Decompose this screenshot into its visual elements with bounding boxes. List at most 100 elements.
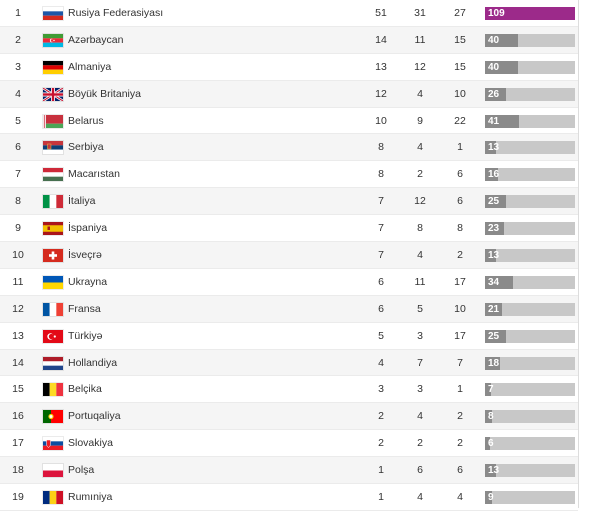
silver-count: 4 <box>417 410 423 423</box>
gold-count: 14 <box>375 33 387 46</box>
gold-count: 2 <box>378 410 384 423</box>
italy-flag-icon <box>43 195 63 209</box>
total-count: 21 <box>488 303 500 315</box>
country-name[interactable]: Belarus <box>68 114 104 127</box>
total-count: 109 <box>488 8 505 19</box>
total-bar-fill <box>485 356 500 370</box>
country-name[interactable]: Belçika <box>68 383 102 396</box>
country-name[interactable]: Rusiya Federasiyası <box>68 7 164 19</box>
bronze-count: 2 <box>457 249 463 262</box>
country-name[interactable]: İsveçrə <box>68 249 102 262</box>
total-bar-fill <box>485 168 499 182</box>
total-bar-track: 8 <box>485 410 575 424</box>
total-bar-track: 13 <box>485 464 575 478</box>
total-bar-fill <box>485 302 503 316</box>
silver-count: 11 <box>414 33 426 46</box>
azerbaijan-flag-icon <box>43 33 63 47</box>
bronze-count: 2 <box>457 437 463 450</box>
country-name[interactable]: Fransa <box>68 302 101 315</box>
bronze-count: 17 <box>454 275 466 288</box>
bronze-count: 27 <box>454 7 466 19</box>
rank-cell: 6 <box>15 141 21 154</box>
country-name[interactable]: Polşa <box>68 464 95 477</box>
country-name[interactable]: İtaliya <box>68 195 96 208</box>
table-row: 3 Almaniya 13 12 15 40 <box>0 54 578 81</box>
rank-cell: 2 <box>15 33 21 46</box>
table-row: 15 Belçika 3 3 1 7 <box>0 376 578 404</box>
country-name[interactable]: Türkiyə <box>68 329 103 342</box>
silver-count: 4 <box>417 87 423 100</box>
spain-flag-icon <box>43 222 63 236</box>
ukraine-flag-icon <box>43 275 63 289</box>
table-row: 1 Rusiya Federasiyası 51 31 27 109 <box>0 0 578 27</box>
gold-count: 8 <box>378 141 384 154</box>
total-bar-fill <box>485 491 493 505</box>
gold-count: 7 <box>378 195 384 208</box>
table-row: 11 Ukrayna 6 11 17 34 <box>0 269 578 296</box>
table-row: 2 Azərbaycan 14 11 15 40 <box>0 26 578 54</box>
table-row: 13 Türkiyə 5 3 17 25 <box>0 323 578 350</box>
country-name[interactable]: Ukrayna <box>68 275 108 288</box>
total-bar-fill <box>485 249 496 263</box>
silver-count: 6 <box>417 464 423 477</box>
bronze-count: 17 <box>454 329 466 342</box>
silver-count: 7 <box>417 356 423 369</box>
rank-cell: 18 <box>12 464 24 477</box>
total-count: 7 <box>488 384 494 396</box>
gold-count: 6 <box>378 302 384 315</box>
country-name[interactable]: İspaniya <box>68 222 108 235</box>
total-count: 40 <box>488 61 500 73</box>
gold-count: 8 <box>378 168 384 181</box>
gold-count: 2 <box>378 437 384 450</box>
bronze-count: 10 <box>454 302 466 315</box>
country-name[interactable]: Rumıniya <box>68 491 113 504</box>
rank-cell: 9 <box>15 222 21 235</box>
total-bar-track: 25 <box>485 195 575 209</box>
total-count: 25 <box>488 330 500 342</box>
gold-count: 1 <box>378 491 384 504</box>
silver-count: 12 <box>414 60 426 73</box>
country-name[interactable]: Hollandiya <box>68 356 118 369</box>
total-bar-track: 13 <box>485 249 575 263</box>
country-name[interactable]: Almaniya <box>68 60 112 73</box>
bronze-count: 6 <box>457 464 463 477</box>
table-row: 7 Macarıstan 8 2 6 16 <box>0 161 578 189</box>
silver-count: 3 <box>417 383 423 396</box>
serbia-flag-icon <box>43 141 63 155</box>
bronze-count: 2 <box>457 410 463 423</box>
right-border <box>578 0 579 508</box>
table-row: 9 İspaniya 7 8 8 23 <box>0 215 578 243</box>
country-name[interactable]: Azərbaycan <box>68 33 124 46</box>
country-name[interactable]: Macarıstan <box>68 168 120 181</box>
total-count: 6 <box>488 438 494 450</box>
gold-count: 7 <box>378 222 384 235</box>
total-bar-track: 26 <box>485 87 575 101</box>
table-row: 5 Belarus 10 9 22 41 <box>0 108 578 135</box>
total-count: 40 <box>488 34 500 46</box>
bronze-count: 1 <box>457 383 463 396</box>
silver-count: 5 <box>417 302 423 315</box>
total-count: 16 <box>488 169 500 181</box>
country-name[interactable]: Slovakiya <box>68 437 113 450</box>
bronze-count: 15 <box>454 33 466 46</box>
gold-count: 4 <box>378 356 384 369</box>
rank-cell: 17 <box>12 437 24 450</box>
silver-count: 3 <box>417 329 423 342</box>
medal-table: 1 Rusiya Federasiyası 51 31 27 109 2 Azərbaycan… <box>0 0 578 511</box>
rank-cell: 16 <box>12 410 24 423</box>
country-name[interactable]: Portuqaliya <box>68 410 121 423</box>
rank-cell: 14 <box>12 356 24 369</box>
table-row: 19 Rumıniya 1 4 4 9 <box>0 484 578 511</box>
table-row: 10 İsveçrə 7 4 2 13 <box>0 242 578 269</box>
rank-cell: 8 <box>15 195 21 208</box>
silver-count: 2 <box>417 437 423 450</box>
belgium-flag-icon <box>43 383 63 397</box>
bronze-count: 8 <box>457 222 463 235</box>
total-bar-fill <box>485 60 519 74</box>
bronze-count: 6 <box>457 168 463 181</box>
rank-cell: 7 <box>15 168 21 181</box>
romania-flag-icon <box>43 491 63 505</box>
country-name[interactable]: Serbiya <box>68 141 104 154</box>
belarus-flag-icon <box>43 114 63 128</box>
country-name[interactable]: Böyük Britaniya <box>68 87 141 100</box>
